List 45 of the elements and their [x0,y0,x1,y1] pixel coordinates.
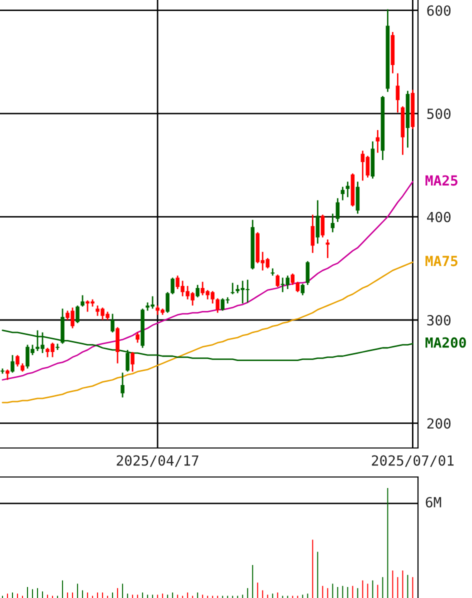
line-series [2,262,414,404]
series-label: MA200 [426,337,466,348]
candlestick [336,198,340,223]
candlestick [216,298,220,314]
candlestick [346,180,350,198]
candlestick [166,291,170,314]
candlestick [376,129,380,154]
candlestick [330,212,335,233]
ref-line-label: 6M [426,496,442,508]
candlestick [310,214,315,254]
x-tick-label: 2025/04/17 [116,455,198,467]
candlestick [76,304,80,324]
candlestick [326,238,330,259]
candlestick [270,268,275,276]
candlestick [290,272,295,286]
y-tick-label: 500 [427,108,451,120]
candlestick [10,354,14,374]
candlestick [130,351,134,372]
y-tick-label: 400 [427,212,451,222]
candlestick [356,180,360,214]
x-tick-label: 2025/07/01 [372,455,454,467]
candlestick [196,284,200,298]
y-tick-label: 200 [427,418,451,429]
candlestick [296,281,300,293]
candlestick [116,326,120,364]
candlestick [6,368,10,381]
series-label: MA25 [426,175,458,186]
line-series [2,180,414,381]
y-tick-label: 600 [427,5,451,16]
candlestick [16,354,20,368]
candlestick [316,200,320,244]
candlestick [120,372,124,398]
candlestick [320,214,325,238]
series-label: MA75 [426,256,458,266]
candlestick [306,260,310,286]
y-tick-label: 300 [427,315,451,326]
candlestick [276,274,280,288]
candlestick [300,283,305,296]
candlestick [110,313,114,334]
candlestick [396,72,400,114]
candlestick [170,276,174,295]
candlestick [230,282,234,295]
candlestick [136,332,140,344]
candlestick [340,186,345,201]
candlestick [80,294,84,308]
